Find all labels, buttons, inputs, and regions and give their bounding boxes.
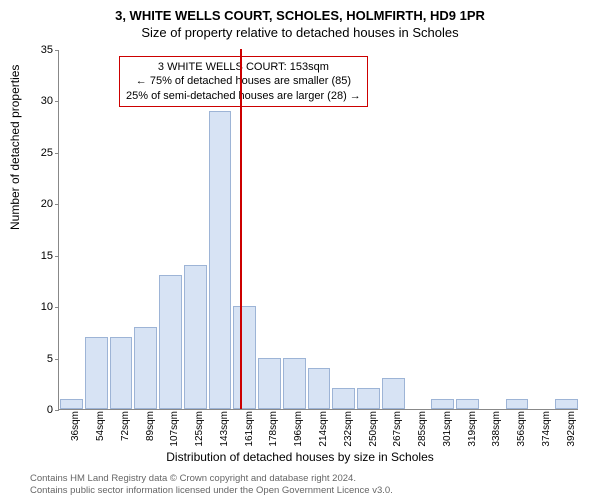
footer-line2: Contains public sector information licen… xyxy=(30,485,393,496)
x-tick-label: 178sqm xyxy=(268,409,279,447)
x-tick-label: 54sqm xyxy=(95,409,106,441)
footer-line1: Contains HM Land Registry data © Crown c… xyxy=(30,473,393,484)
histogram-chart: 3, WHITE WELLS COURT, SCHOLES, HOLMFIRTH… xyxy=(0,0,600,500)
x-tick-label: 338sqm xyxy=(491,409,502,447)
x-tick-label: 232sqm xyxy=(343,409,354,447)
y-tick-mark xyxy=(55,101,59,102)
histogram-bar xyxy=(382,378,405,409)
annotation-line1: 3 WHITE WELLS COURT: 153sqm xyxy=(126,60,361,74)
y-tick-mark xyxy=(55,256,59,257)
y-axis-label: Number of detached properties xyxy=(8,65,22,230)
x-tick-label: 301sqm xyxy=(442,409,453,447)
histogram-bar xyxy=(506,399,529,409)
x-tick-label: 143sqm xyxy=(219,409,230,447)
histogram-bar xyxy=(283,358,306,409)
y-tick-mark xyxy=(55,410,59,411)
x-tick-label: 319sqm xyxy=(467,409,478,447)
x-tick-label: 285sqm xyxy=(417,409,428,447)
y-tick-mark xyxy=(55,359,59,360)
annotation-line3: 25% of semi-detached houses are larger (… xyxy=(126,89,361,103)
histogram-bar xyxy=(184,265,207,409)
x-axis-label: Distribution of detached houses by size … xyxy=(0,450,600,464)
annotation-line2: ← 75% of detached houses are smaller (85… xyxy=(126,74,361,88)
histogram-bar xyxy=(555,399,578,409)
chart-title-address: 3, WHITE WELLS COURT, SCHOLES, HOLMFIRTH… xyxy=(0,0,600,23)
y-tick-mark xyxy=(55,153,59,154)
x-tick-label: 107sqm xyxy=(169,409,180,447)
x-tick-label: 125sqm xyxy=(194,409,205,447)
x-tick-label: 161sqm xyxy=(244,409,255,447)
histogram-bar xyxy=(308,368,331,409)
x-tick-label: 89sqm xyxy=(145,409,156,441)
histogram-bar xyxy=(258,358,281,409)
histogram-bar xyxy=(159,275,182,409)
x-tick-label: 392sqm xyxy=(566,409,577,447)
reference-line xyxy=(240,49,242,409)
x-tick-label: 196sqm xyxy=(293,409,304,447)
histogram-bar xyxy=(85,337,108,409)
x-tick-label: 250sqm xyxy=(368,409,379,447)
histogram-bar xyxy=(332,388,355,409)
y-tick-mark xyxy=(55,307,59,308)
x-tick-label: 374sqm xyxy=(541,409,552,447)
histogram-bar xyxy=(233,306,256,409)
histogram-bar xyxy=(209,111,232,409)
histogram-bar xyxy=(110,337,133,409)
histogram-bar xyxy=(456,399,479,409)
footer-credits: Contains HM Land Registry data © Crown c… xyxy=(30,473,393,496)
histogram-bar xyxy=(357,388,380,409)
histogram-bar xyxy=(431,399,454,409)
x-tick-label: 267sqm xyxy=(392,409,403,447)
x-tick-label: 356sqm xyxy=(516,409,527,447)
chart-title-desc: Size of property relative to detached ho… xyxy=(0,23,600,40)
x-tick-label: 214sqm xyxy=(318,409,329,447)
x-tick-label: 72sqm xyxy=(120,409,131,441)
y-tick-mark xyxy=(55,204,59,205)
plot-area: 3 WHITE WELLS COURT: 153sqm ← 75% of det… xyxy=(58,50,578,410)
histogram-bar xyxy=(60,399,83,409)
x-tick-label: 36sqm xyxy=(70,409,81,441)
y-tick-mark xyxy=(55,50,59,51)
annotation-box: 3 WHITE WELLS COURT: 153sqm ← 75% of det… xyxy=(119,56,368,107)
histogram-bar xyxy=(134,327,157,409)
